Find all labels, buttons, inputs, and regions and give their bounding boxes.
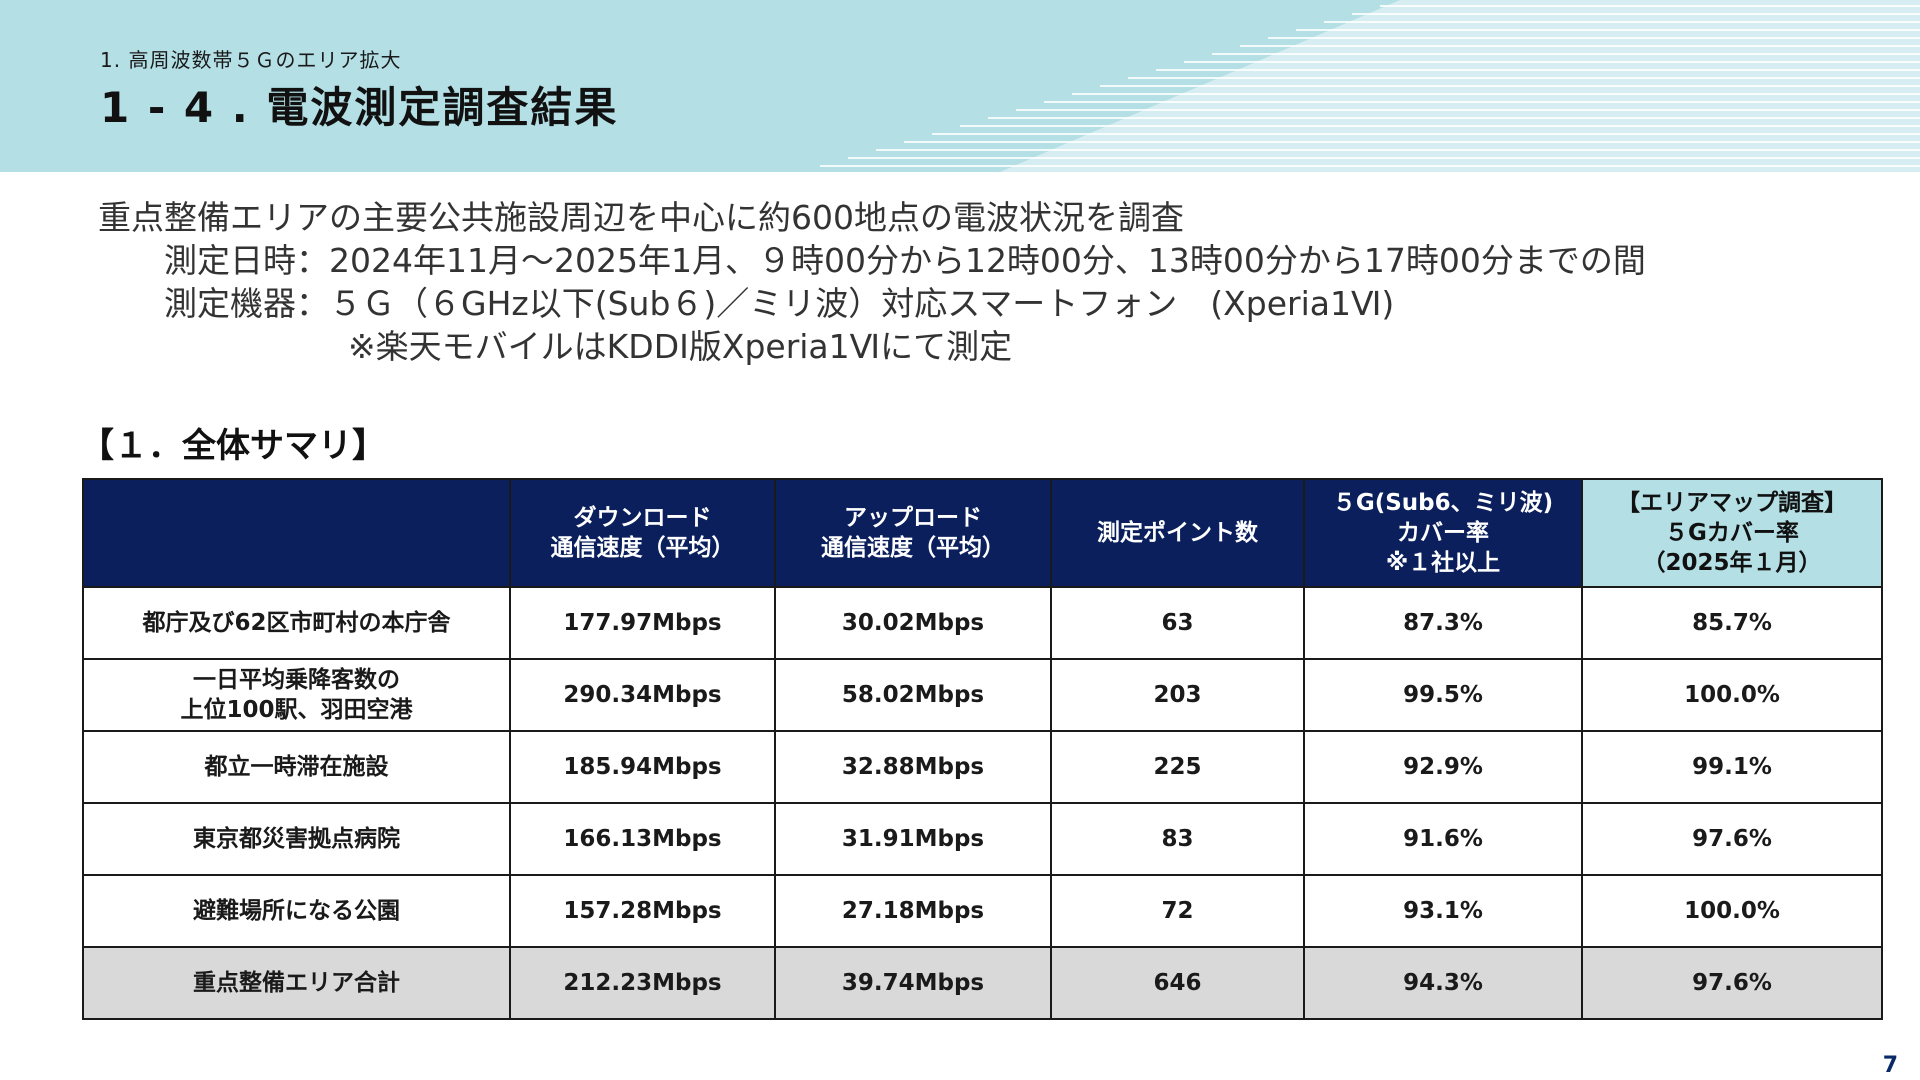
cell-coverage: 87.3% [1303, 586, 1583, 660]
intro-line-summary: 重点整備エリアの主要公共施設周辺を中心に約600地点の電波状況を調査 [98, 198, 1184, 237]
table-total-row: 重点整備エリア合計 212.23Mbps 39.74Mbps 646 94.3% 97.6… [82, 946, 1883, 1020]
table-header-cell [82, 478, 511, 588]
cell-coverage: 92.9% [1303, 730, 1583, 804]
cell-map-coverage: 85.7% [1581, 586, 1883, 660]
cell-points: 646 [1050, 946, 1305, 1020]
cell-coverage: 99.5% [1303, 658, 1583, 732]
header-band [0, 0, 1920, 172]
section-heading: 【１．全体サマリ】 [80, 426, 386, 466]
breadcrumb: 1. 高周波数帯５Ｇのエリア拡大 [100, 48, 402, 72]
row-label-cell: 一日平均乗降客数の 上位100駅、羽田空港 [82, 658, 511, 732]
table-row: 都庁及び62区市町村の本庁舎 177.97Mbps 30.02Mbps 63 87.3%… [82, 586, 1883, 660]
cell-coverage: 91.6% [1303, 802, 1583, 876]
table-header-cell: ５G(Sub6、ミリ波) カバー率 ※１社以上 [1303, 478, 1583, 588]
table-row: 避難場所になる公園 157.28Mbps 27.18Mbps 72 93.1% 100.0… [82, 874, 1883, 948]
row-label-cell: 東京都災害拠点病院 [82, 802, 511, 876]
row-label-cell: 重点整備エリア合計 [82, 946, 511, 1020]
table-header-cell: 測定ポイント数 [1050, 478, 1305, 588]
cell-map-coverage: 97.6% [1581, 946, 1883, 1020]
cell-upload: 27.18Mbps [774, 874, 1052, 948]
cell-upload: 32.88Mbps [774, 730, 1052, 804]
cell-points: 203 [1050, 658, 1305, 732]
table-row: 都立一時滞在施設 185.94Mbps 32.88Mbps 225 92.9% 99.1% [82, 730, 1883, 804]
header-text-line: アップロード [844, 505, 982, 531]
cell-upload: 30.02Mbps [774, 586, 1052, 660]
cell-points: 72 [1050, 874, 1305, 948]
table-header-cell: 【エリアマップ調査】 ５Gカバー率 （2025年１月） [1581, 478, 1883, 588]
header-text-line: 通信速度（平均） [821, 535, 1005, 561]
row-label-line: 一日平均乗降客数の [193, 667, 400, 693]
page-title: 1 - 4 . 電波測定調査結果 [100, 83, 619, 132]
row-label-cell: 都立一時滞在施設 [82, 730, 511, 804]
summary-table: ダウンロード 通信速度（平均） アップロード 通信速度（平均） 測定ポイント数 ５G(Su… [82, 478, 1883, 1020]
table-header-cell: ダウンロード 通信速度（平均） [509, 478, 776, 588]
cell-map-coverage: 100.0% [1581, 658, 1883, 732]
table-header-cell: アップロード 通信速度（平均） [774, 478, 1052, 588]
intro-line-date: 測定日時：2024年11月～2025年1月、９時00分から12時00分、13時0… [164, 241, 1646, 280]
header-text-line: ※１社以上 [1385, 550, 1501, 576]
cell-download: 157.28Mbps [509, 874, 776, 948]
row-label-line: 都庁及び62区市町村の本庁舎 [142, 610, 451, 636]
row-label-cell: 避難場所になる公園 [82, 874, 511, 948]
header-text-line: ５Gカバー率 [1665, 520, 1799, 546]
row-label-line: 都立一時滞在施設 [204, 754, 389, 780]
header-text-line: （2025年１月） [1642, 550, 1822, 576]
cell-download: 166.13Mbps [509, 802, 776, 876]
header-text-line: 【エリアマップ調査】 [1617, 490, 1847, 516]
row-label-line: 避難場所になる公園 [193, 898, 400, 924]
cell-map-coverage: 100.0% [1581, 874, 1883, 948]
cell-map-coverage: 97.6% [1581, 802, 1883, 876]
header-text-line: ダウンロード [573, 505, 712, 531]
cell-map-coverage: 99.1% [1581, 730, 1883, 804]
header-text-line: ５G(Sub6、ミリ波) [1332, 490, 1554, 516]
cell-points: 63 [1050, 586, 1305, 660]
table-row: 一日平均乗降客数の 上位100駅、羽田空港 290.34Mbps 58.02Mbps 2… [82, 658, 1883, 732]
cell-download: 177.97Mbps [509, 586, 776, 660]
header-text-line: カバー率 [1397, 520, 1489, 546]
cell-upload: 58.02Mbps [774, 658, 1052, 732]
cell-upload: 39.74Mbps [774, 946, 1052, 1020]
table-row: 東京都災害拠点病院 166.13Mbps 31.91Mbps 83 91.6% 97.6% [82, 802, 1883, 876]
cell-points: 83 [1050, 802, 1305, 876]
header-stripes-decoration [820, 0, 1920, 172]
intro-line-device: 測定機器：５Ｇ（６GHz以下(Sub６)／ミリ波）対応スマートフォン (Xper… [164, 284, 1395, 323]
row-label-line: 重点整備エリア合計 [193, 970, 400, 996]
header-text-line: 通信速度（平均） [550, 535, 735, 561]
row-label-line: 東京都災害拠点病院 [193, 826, 400, 852]
cell-coverage: 94.3% [1303, 946, 1583, 1020]
cell-download: 212.23Mbps [509, 946, 776, 1020]
cell-coverage: 93.1% [1303, 874, 1583, 948]
row-label-line: 上位100駅、羽田空港 [180, 697, 413, 723]
cell-download: 185.94Mbps [509, 730, 776, 804]
page-number: 7 [1882, 1053, 1898, 1078]
intro-text: 重点整備エリアの主要公共施設周辺を中心に約600地点の電波状況を調査 測定日時：… [98, 196, 1646, 368]
table-header-row: ダウンロード 通信速度（平均） アップロード 通信速度（平均） 測定ポイント数 ５G(Su… [82, 478, 1883, 588]
cell-download: 290.34Mbps [509, 658, 776, 732]
intro-line-note: ※楽天モバイルはKDDI版Xperia1Ⅵにて測定 [348, 327, 1013, 366]
cell-upload: 31.91Mbps [774, 802, 1052, 876]
row-label-cell: 都庁及び62区市町村の本庁舎 [82, 586, 511, 660]
header-text-line: 測定ポイント数 [1097, 520, 1258, 546]
cell-points: 225 [1050, 730, 1305, 804]
